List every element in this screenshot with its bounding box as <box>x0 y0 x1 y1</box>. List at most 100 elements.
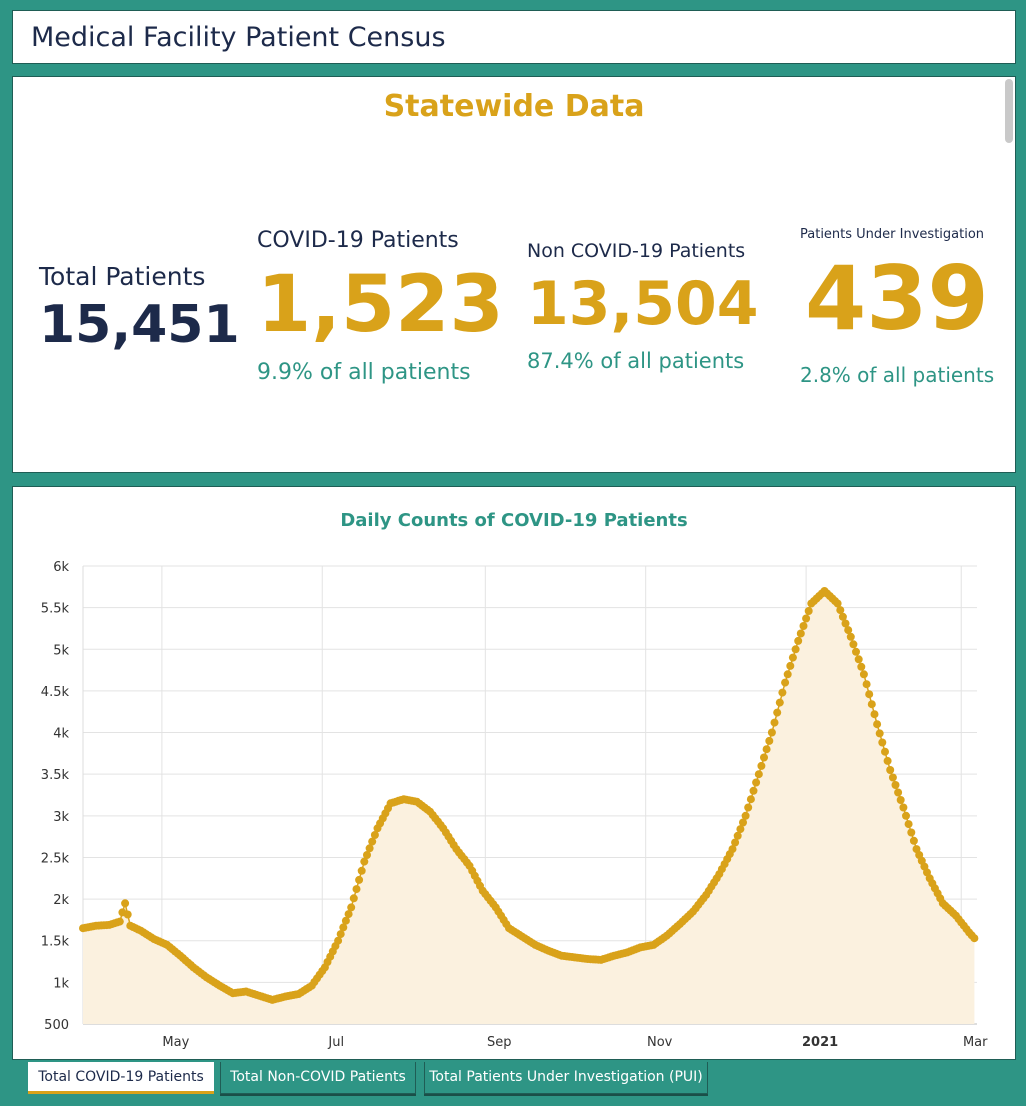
data-point[interactable] <box>754 770 763 779</box>
pui-value: 439 <box>805 247 989 350</box>
data-point[interactable] <box>741 811 750 820</box>
x-axis: May Jul Sep Nov 2021 Mar <box>162 1035 988 1050</box>
data-point[interactable] <box>121 899 130 908</box>
data-point[interactable] <box>775 698 784 707</box>
y-tick-label: 3k <box>53 810 69 825</box>
covid-patients-label: COVID-19 Patients <box>257 228 459 253</box>
y-axis: 500 1k 1.5k 2k 2.5k 3k 3.5k 4k 4.5k 5k 5.5k 6k <box>41 560 70 1033</box>
data-point[interactable] <box>852 647 860 656</box>
data-point[interactable] <box>857 662 866 671</box>
data-point[interactable] <box>728 845 737 854</box>
title-bar: Medical Facility Patient Census <box>12 10 1016 64</box>
data-point[interactable] <box>791 645 800 654</box>
data-point[interactable] <box>888 773 897 782</box>
data-point[interactable] <box>838 612 847 621</box>
data-point[interactable] <box>773 708 782 717</box>
y-tick-label: 4k <box>53 727 69 742</box>
data-point[interactable] <box>886 766 895 774</box>
x-tick-label: Nov <box>647 1035 673 1050</box>
data-point[interactable] <box>115 917 124 926</box>
data-point[interactable] <box>899 803 908 812</box>
data-point[interactable] <box>347 903 356 912</box>
data-point[interactable] <box>841 619 850 628</box>
data-point[interactable] <box>836 606 845 615</box>
tab-2[interactable]: Total Non-COVID Patients <box>220 1062 416 1094</box>
data-point[interactable] <box>862 680 871 689</box>
data-point[interactable] <box>363 851 371 859</box>
data-point[interactable] <box>904 820 913 829</box>
data-point[interactable] <box>355 875 364 884</box>
tab-3[interactable]: Total Patients Under Investigation (PUI) <box>424 1062 708 1094</box>
data-point[interactable] <box>370 831 379 839</box>
data-point[interactable] <box>846 632 855 641</box>
data-point[interactable] <box>357 866 366 875</box>
data-point[interactable] <box>786 661 795 670</box>
data-point[interactable] <box>752 778 761 787</box>
data-point[interactable] <box>746 795 755 804</box>
data-point[interactable] <box>733 831 742 840</box>
data-point[interactable] <box>804 607 813 615</box>
data-point[interactable] <box>749 786 758 795</box>
data-point[interactable] <box>867 700 876 709</box>
data-point[interactable] <box>875 729 884 738</box>
data-point[interactable] <box>349 894 358 903</box>
data-point[interactable] <box>970 934 979 943</box>
y-tick-label: 5.5k <box>41 602 70 617</box>
data-point[interactable] <box>762 745 771 754</box>
data-point[interactable] <box>896 796 905 804</box>
chart-area <box>82 589 975 1024</box>
data-point[interactable] <box>731 838 740 847</box>
data-point[interactable] <box>788 653 797 662</box>
data-point[interactable] <box>360 857 369 866</box>
data-point[interactable] <box>757 761 766 770</box>
tab-1[interactable]: Total COVID-19 Patients <box>28 1062 214 1094</box>
data-point[interactable] <box>336 930 345 939</box>
data-point[interactable] <box>907 828 916 837</box>
data-point[interactable] <box>368 837 377 846</box>
y-tick-label: 4.5k <box>41 685 70 700</box>
data-point[interactable] <box>778 688 787 697</box>
chart-points <box>79 587 979 1004</box>
data-point[interactable] <box>123 910 132 919</box>
data-point[interactable] <box>881 747 889 756</box>
data-point[interactable] <box>341 916 350 925</box>
total-patients-value: 15,451 <box>39 295 240 355</box>
data-point[interactable] <box>878 738 887 747</box>
data-point[interactable] <box>736 825 745 834</box>
data-point[interactable] <box>802 614 811 623</box>
data-point[interactable] <box>883 756 892 765</box>
data-point[interactable] <box>365 844 374 853</box>
data-point[interactable] <box>870 710 879 719</box>
data-point[interactable] <box>859 670 868 679</box>
data-point[interactable] <box>844 626 853 635</box>
data-point[interactable] <box>849 640 858 649</box>
data-point[interactable] <box>865 690 874 699</box>
data-point[interactable] <box>796 629 805 638</box>
data-point[interactable] <box>783 670 792 679</box>
data-point[interactable] <box>760 753 768 762</box>
data-point[interactable] <box>770 718 779 727</box>
data-point[interactable] <box>909 836 918 845</box>
x-tick-label: May <box>162 1035 189 1050</box>
data-point[interactable] <box>781 678 790 687</box>
data-point[interactable] <box>352 885 361 894</box>
data-point[interactable] <box>344 910 353 919</box>
data-point[interactable] <box>767 728 776 737</box>
scrollbar[interactable] <box>1005 79 1013 143</box>
data-point[interactable] <box>891 781 900 789</box>
data-point[interactable] <box>765 736 774 745</box>
data-point[interactable] <box>339 923 348 932</box>
data-point[interactable] <box>744 803 753 812</box>
data-point[interactable] <box>894 788 903 797</box>
chart-panel: Daily Counts of COVID-19 Patients 500 1k 1… <box>12 486 1016 1060</box>
data-point[interactable] <box>854 655 863 664</box>
data-point[interactable] <box>799 622 808 630</box>
data-point[interactable] <box>833 599 842 608</box>
data-point[interactable] <box>794 636 803 645</box>
y-tick-label: 500 <box>44 1018 69 1033</box>
data-point[interactable] <box>902 811 910 820</box>
data-point[interactable] <box>334 936 343 945</box>
data-point[interactable] <box>873 720 882 729</box>
covid-daily-chart: Daily Counts of COVID-19 Patients 500 1k 1… <box>41 510 988 1050</box>
data-point[interactable] <box>739 818 747 827</box>
